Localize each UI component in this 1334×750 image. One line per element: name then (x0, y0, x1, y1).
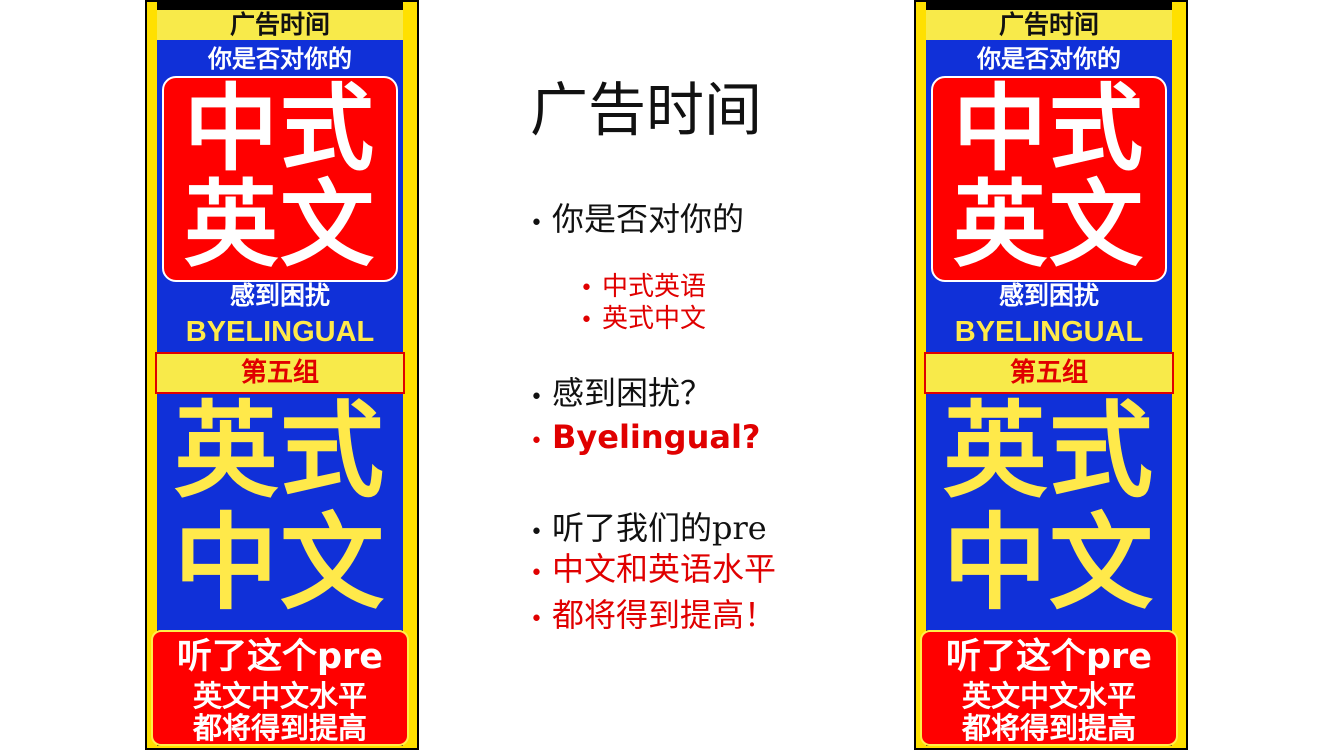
banner-red-line1: 中式 (952, 75, 1145, 184)
bullet-item: • Byelingual? (530, 418, 760, 456)
banner-group-label: 第五组 (155, 352, 405, 394)
bullet-text: 感到困扰？ (552, 374, 713, 412)
banner-bottom-line1: 听了这个pre (176, 637, 384, 677)
bullet-dot-icon: • (530, 211, 543, 236)
banner-bottom-line1: 听了这个pre (945, 637, 1153, 677)
bullet-dot-icon: • (530, 429, 543, 454)
banner-blue-top: 你是否对你的 中式 英文 感到困扰 BYELINGUAL (157, 40, 403, 352)
bullet-item: • 都将得到提高！ (530, 590, 776, 636)
banner-right: 广告时间 你是否对你的 中式 英文 感到困扰 BYELINGUAL 第五组 英式… (914, 0, 1188, 750)
banner-bottom-line2: 英文中文水平 (961, 679, 1136, 713)
banner-top-label: 广告时间 (157, 10, 403, 40)
banner-sub1: 你是否对你的 (977, 45, 1121, 73)
banner-blue-top: 你是否对你的 中式 英文 感到困扰 BYELINGUAL (926, 40, 1172, 352)
banner-sub1: 你是否对你的 (208, 45, 352, 73)
banner-red-box: 中式 英文 (162, 76, 398, 282)
banner-bottom-line3: 都将得到提高 (961, 711, 1136, 745)
bullet-text: 你是否对你的 (552, 200, 745, 238)
bullet-text: 中文和英语水平 (552, 550, 777, 588)
banner-yellow-line1: 英式 (173, 390, 386, 512)
banner-yellow-line2: 中文 (942, 502, 1155, 624)
sub-bullet-item: • 英式中文 (580, 298, 706, 335)
banner-top-label: 广告时间 (926, 10, 1172, 40)
bullet-dot-icon: • (530, 520, 543, 545)
slide-title: 广告时间 (530, 76, 763, 144)
bullet-dot-icon: • (530, 385, 543, 410)
bullet-text: 听了我们的pre (552, 509, 767, 547)
banner-left: 广告时间 你是否对你的 中式 英文 感到困扰 BYELINGUAL 第五组 英式… (145, 0, 419, 750)
bullet-text: 都将得到提高！ (552, 596, 777, 634)
bullet-item: • 感到困扰？ (530, 368, 712, 414)
banner-bottom-box: 听了这个pre 英文中文水平 都将得到提高 (151, 630, 409, 746)
banner-red-line2: 英文 (952, 171, 1145, 280)
bullet-text: 英式中文 (602, 304, 707, 334)
bullet-dot-icon: • (580, 276, 593, 301)
banner-bottom-line3: 都将得到提高 (192, 711, 367, 745)
bullet-item: • 听了我们的pre (530, 503, 767, 549)
bullet-item: • 中文和英语水平 (530, 544, 776, 590)
banner-brand: BYELINGUAL (185, 316, 375, 348)
banner-red-line2: 英文 (183, 171, 376, 280)
sub-bullet-item: • 中式英语 (580, 266, 706, 303)
banner-bottom-box: 听了这个pre 英文中文水平 都将得到提高 (920, 630, 1178, 746)
banner-sub2: 感到困扰 (229, 281, 330, 310)
banner-red-box: 中式 英文 (931, 76, 1167, 282)
banner-brand: BYELINGUAL (954, 316, 1144, 348)
bullet-text: 中式英语 (602, 272, 707, 302)
banner-yellow-line2: 中文 (173, 502, 386, 624)
banner-bottom-line2: 英文中文水平 (192, 679, 367, 713)
banner-blue-bottom: 英式 中文 (157, 394, 403, 630)
bullet-dot-icon: • (530, 607, 543, 632)
bullet-item: • 你是否对你的 (530, 194, 744, 240)
banner-blue-bottom: 英式 中文 (926, 394, 1172, 630)
bullet-dot-icon: • (530, 561, 543, 586)
bullet-dot-icon: • (580, 308, 593, 333)
banner-sub2: 感到困扰 (998, 281, 1099, 310)
bullet-text: Byelingual? (552, 418, 761, 456)
banner-yellow-line1: 英式 (942, 390, 1155, 512)
banner-red-line1: 中式 (183, 75, 376, 184)
banner-group-label: 第五组 (924, 352, 1174, 394)
